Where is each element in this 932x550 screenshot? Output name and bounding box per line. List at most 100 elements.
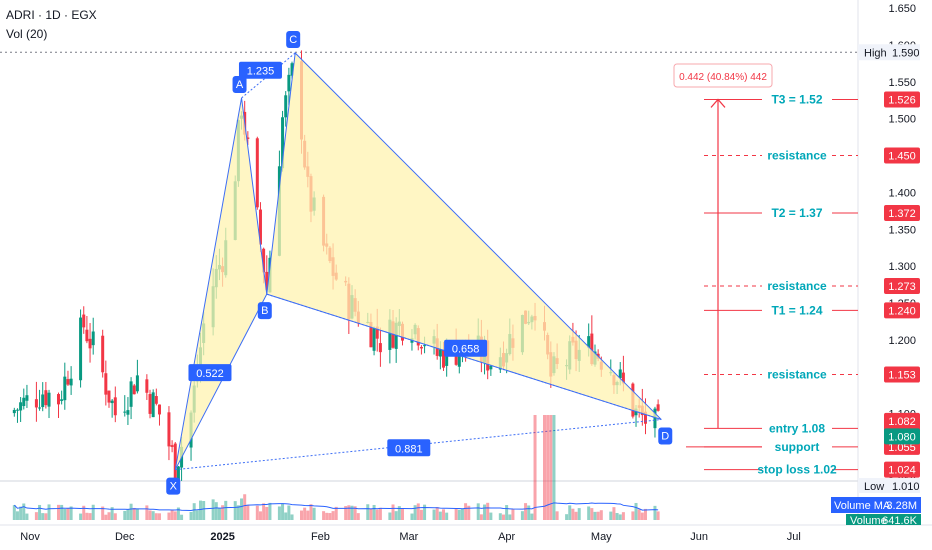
volume-bar: [511, 508, 515, 520]
volume-ma-tag-bg: [831, 497, 921, 513]
x-tick-label: 2025: [210, 531, 234, 543]
level-tag: 1.153: [888, 370, 916, 382]
volume-bar: [167, 512, 171, 520]
volume-bar: [132, 507, 136, 520]
candle-body: [104, 373, 108, 395]
level-tag: 1.055: [888, 442, 916, 454]
level-tag: 1.240: [888, 305, 916, 317]
x-tick-label: Mar: [399, 531, 418, 543]
candle-body: [101, 335, 105, 373]
volume-bar: [618, 514, 622, 520]
candle-body: [132, 385, 136, 395]
chart-symbol-title[interactable]: ADRI · 1D · EGX: [6, 8, 97, 22]
measure-arrow-head: [710, 98, 726, 108]
candle-body: [170, 445, 174, 447]
volume-bar: [12, 505, 16, 520]
measure-box: [673, 63, 773, 88]
pattern-xab-triangle: [174, 97, 268, 470]
volume-tag-bg: [846, 514, 921, 525]
volume-bar: [243, 494, 247, 520]
low-label-bg: [858, 478, 920, 493]
volume-bar: [555, 511, 559, 520]
candle-body: [246, 137, 250, 139]
level-label: T1 = 1.24: [771, 303, 822, 317]
y-tick-label: 1.550: [888, 77, 916, 89]
high-label-bg: [858, 44, 920, 61]
volume-bar: [464, 503, 468, 520]
volume-bar: [637, 509, 641, 520]
ratio-label: 0.881: [395, 443, 423, 455]
ratio-label-bg: [444, 339, 488, 357]
volume-bar: [656, 511, 660, 520]
volume-bar: [176, 507, 180, 520]
volume-bar: [322, 511, 326, 520]
candle-body: [22, 397, 26, 407]
volume-bar: [593, 511, 597, 520]
ratio-label-bg: [238, 61, 282, 79]
ratio-label: 0.658: [452, 344, 480, 356]
candle-body: [290, 63, 294, 76]
candle-body: [19, 402, 23, 411]
volume-group: [12, 415, 660, 520]
y-tick-label: 1.500: [888, 114, 916, 126]
volume-bar: [653, 505, 657, 520]
volume-bar: [596, 511, 600, 520]
candle-body: [12, 409, 16, 414]
volume-bar: [609, 511, 613, 520]
volume-bar: [501, 514, 505, 520]
volume-bar: [303, 507, 307, 520]
volume-bar: [467, 505, 471, 520]
candle-body: [60, 399, 64, 401]
volume-bar: [552, 415, 556, 520]
volume-bar: [599, 510, 603, 520]
volume-bar: [631, 511, 635, 520]
candle-body: [69, 378, 73, 386]
volume-bar: [268, 502, 272, 520]
volume-bar: [568, 505, 572, 520]
level-label: T2 = 1.37: [771, 206, 822, 220]
volume-bar: [236, 505, 240, 520]
volume-bar: [498, 513, 502, 520]
pattern-point-label: C: [289, 34, 297, 46]
volume-bar: [454, 508, 458, 520]
level-tag-bg: [884, 366, 920, 383]
level-tag: 1.526: [888, 94, 916, 106]
candle-body: [587, 336, 591, 348]
level-tag: 1.372: [888, 208, 916, 220]
level-tag-bg: [884, 147, 920, 164]
volume-bar: [199, 500, 203, 520]
price-tag: 1.082: [888, 416, 916, 428]
candle-body: [388, 319, 392, 350]
volume-bar: [533, 415, 537, 520]
volume-indicator-label[interactable]: Vol (20): [6, 27, 48, 41]
candle-body: [643, 411, 647, 424]
pattern-point-label: X: [170, 481, 178, 493]
price-tag: 1.080: [888, 431, 916, 443]
price-tag-bg: [884, 412, 920, 429]
candle-body: [41, 394, 45, 408]
volume-bar: [126, 509, 130, 520]
volume-bar: [63, 508, 67, 520]
volume-bar: [281, 503, 285, 520]
candle-body: [423, 345, 427, 347]
volume-bar: [135, 508, 139, 520]
candle-body: [656, 404, 660, 411]
volume-bar: [287, 505, 291, 520]
candle-body: [145, 379, 149, 393]
level-label: stop loss 1.02: [757, 463, 837, 477]
volume-bar: [344, 506, 348, 520]
candle-body: [176, 466, 180, 483]
volume-bar: [44, 513, 48, 520]
volume-bar: [148, 510, 152, 520]
pattern-point-badge: [286, 30, 301, 48]
volume-bar: [66, 508, 70, 520]
volume-bar: [224, 500, 228, 520]
volume-bar: [25, 513, 29, 520]
candle-body: [258, 209, 262, 245]
candle-body: [107, 390, 111, 403]
level-label: resistance: [767, 149, 827, 163]
volume-bar: [129, 503, 133, 520]
pattern-point-badge: [232, 75, 247, 93]
volume-bar: [233, 501, 237, 520]
